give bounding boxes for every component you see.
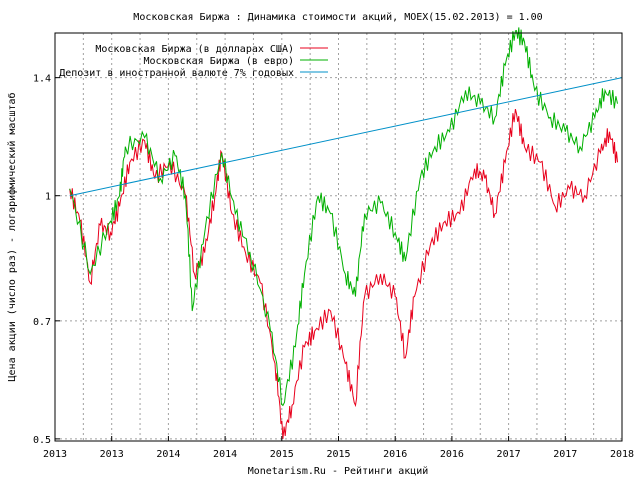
legend-label: Московская Биржа (в евро) [143,56,294,67]
y-tick-label: 0.5 [33,435,51,446]
x-tick-label: 2017 [553,449,577,460]
series-lines [69,27,623,439]
x-tick-label: 2015 [326,449,350,460]
legend: Московская Биржа (в долларах США)Московс… [59,44,328,79]
x-tick-label: 2014 [213,449,237,460]
x-axis-label: Monetarism.Ru - Рейтинги акций [248,465,429,477]
x-tick-label: 2015 [270,449,294,460]
legend-label: Московская Биржа (в долларах США) [95,44,294,55]
y-tick-label: 1 [45,192,51,203]
y-axis-label: Цена акции (число раз) - логарифмический… [6,93,18,382]
y-tick-label: 0.7 [33,317,51,328]
x-tick-label: 2016 [440,449,464,460]
x-tick-label: 2016 [383,449,407,460]
y-tick-label: 1.4 [33,74,51,85]
legend-label: Депозит в иностранной валюте 7% годовых [59,67,294,79]
x-tick-label: 2013 [43,449,67,460]
x-tick-label: 2017 [497,449,521,460]
x-tick-label: 2018 [610,449,634,460]
x-tick-label: 2014 [156,449,180,460]
grid [55,33,622,441]
series-line-0 [69,108,618,439]
x-axis: 2013 2013 2014 2014 2015 2015 2016 2016 2017 2017… [43,436,634,460]
x-tick-label: 2013 [100,449,124,460]
chart-title: Московская Биржа : Динамика стоимости ак… [133,11,542,23]
y-axis: 0.5 0.7 1 1.4 [33,74,60,446]
series-line-1 [69,27,618,407]
series-line-2 [69,77,623,197]
